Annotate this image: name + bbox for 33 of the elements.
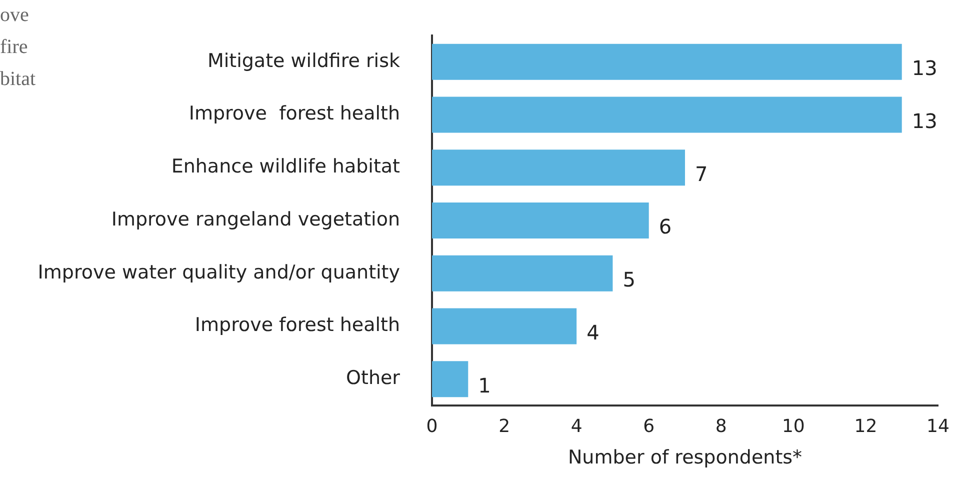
text: fire [0, 36, 28, 59]
y-tick-label: Other [346, 367, 400, 390]
data-label: 13 [912, 56, 938, 80]
y-tick-label: Improve water quality and/or quantity [38, 261, 400, 284]
bar [432, 44, 902, 80]
data-label: 4 [586, 320, 600, 344]
data-label: 5 [622, 268, 636, 292]
text: bitat [0, 68, 36, 91]
bar [432, 96, 902, 133]
y-tick-label: Improve forest health [188, 102, 400, 125]
y-tick-label: Enhance wildlife habitat [171, 156, 400, 178]
data-label: 7 [695, 162, 708, 186]
x-tick-label: 2 [498, 416, 510, 438]
bar [432, 308, 577, 344]
bar [432, 202, 649, 238]
data-label: 13 [912, 108, 938, 133]
bar [432, 361, 468, 398]
bar [432, 150, 685, 186]
x-tick-label: 14 [926, 416, 950, 438]
x-axis-title: Number of respondents* [568, 446, 802, 469]
x-tick-label: 0 [426, 416, 438, 438]
x-tick-label: 6 [643, 416, 655, 438]
text: ove [0, 4, 29, 27]
bar [432, 255, 613, 292]
x-tick-label: 4 [570, 416, 582, 438]
data-label: 6 [658, 214, 672, 239]
y-tick-label: Improve forest health [194, 314, 400, 336]
y-tick-label: Mitigate wildfire risk [207, 50, 400, 72]
x-tick-label: 10 [782, 416, 805, 438]
data-label: 1 [478, 373, 491, 398]
x-tick-label: 8 [715, 416, 727, 438]
x-tick-label: 12 [854, 416, 878, 438]
y-tick-label: Improve rangeland vegetation [111, 208, 400, 230]
